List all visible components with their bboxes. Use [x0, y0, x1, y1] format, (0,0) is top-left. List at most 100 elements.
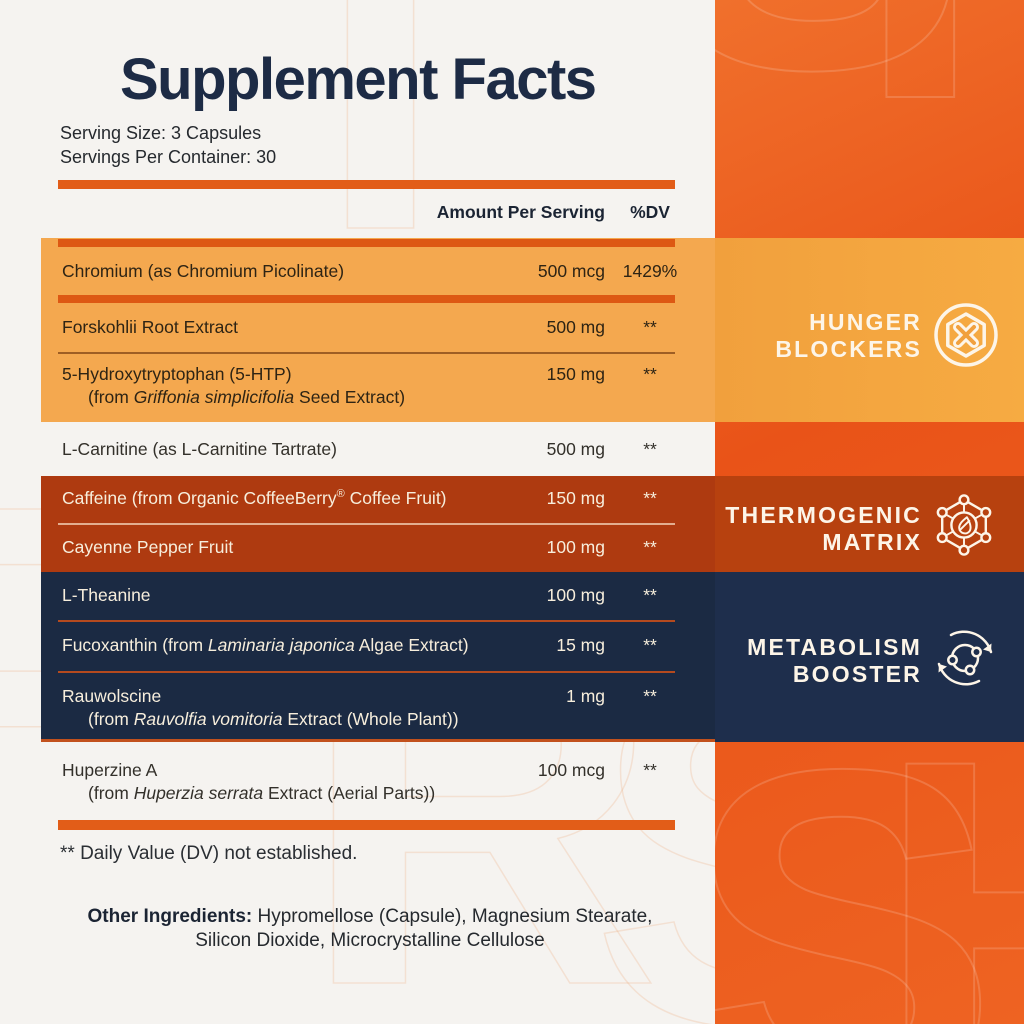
- ingredient-source: (from Rauvolfia vomitoria Extract (Whole…: [88, 709, 508, 730]
- amount-per-serving: 150 mg: [546, 488, 605, 508]
- ingredient-text: Cayenne Pepper Fruit: [62, 537, 234, 557]
- divider: [58, 295, 675, 303]
- metabolism-booster-band: [41, 572, 1024, 742]
- ingredient-text: L-Carnitine (as L-Carnitine Tartrate): [62, 439, 337, 459]
- botanical-name: Huperzia serrata: [133, 783, 264, 803]
- header-rule: [58, 180, 675, 189]
- molecule-matrix-icon: [936, 494, 992, 556]
- ingredient-text: Fucoxanthin (from: [62, 635, 208, 655]
- divider: [58, 671, 675, 673]
- ingredient-name: Fucoxanthin (from Laminaria japonica Alg…: [62, 635, 482, 656]
- column-header-amount: Amount Per Serving: [436, 202, 605, 222]
- servings-per-container: Servings Per Container: 30: [60, 147, 277, 167]
- section-line: HUNGER: [809, 309, 922, 335]
- column-header-dv: %DV: [630, 202, 670, 222]
- divider: [58, 239, 675, 247]
- section-title-hunger-blockers: HUNGER BLOCKERS: [775, 309, 922, 363]
- ingredient-text: Rauwolscine: [62, 686, 162, 706]
- ingredient-text: L-Theanine: [62, 585, 151, 605]
- ingredient-name: L-Carnitine (as L-Carnitine Tartrate): [62, 439, 447, 460]
- page-title: Supplement Facts: [120, 47, 597, 112]
- table-row: Caffeine (from Organic CoffeeBerry® Coff…: [0, 488, 715, 512]
- daily-value: **: [643, 488, 657, 508]
- footer-rule: [58, 820, 675, 830]
- ingredient-text: Forskohlii Root Extract: [62, 317, 239, 337]
- amount-per-serving: 100 mg: [546, 585, 605, 605]
- ingredient-text: Chromium (as Chromium Picolinate): [62, 261, 345, 281]
- daily-value: **: [643, 439, 657, 459]
- table-row: L-Carnitine (as L-Carnitine Tartrate) 50…: [0, 439, 715, 463]
- cycle-arrows-icon: [937, 630, 993, 686]
- band-bottom-rule: [41, 739, 715, 742]
- section-title-metabolism-booster: METABOLISM BOOSTER: [747, 634, 922, 688]
- other-ingredients-label: Other Ingredients:: [87, 906, 253, 927]
- divider: [58, 620, 675, 622]
- source-text: Seed Extract): [294, 387, 406, 407]
- daily-value: **: [643, 635, 657, 655]
- ingredient-name: Cayenne Pepper Fruit: [62, 537, 447, 558]
- table-row: Huperzine A (from Huperzia serrata Extra…: [0, 760, 715, 803]
- table-row: 5-Hydroxytryptophan (5-HTP) (from Griffo…: [0, 364, 715, 407]
- source-text: (from: [88, 387, 134, 407]
- daily-value: 1429%: [622, 261, 678, 281]
- amount-per-serving: 500 mcg: [537, 261, 605, 281]
- section-line: BOOSTER: [792, 661, 922, 687]
- daily-value: **: [643, 585, 657, 605]
- table-row: L-Theanine 100 mg **: [0, 585, 715, 609]
- serving-size: Serving Size: 3 Capsules: [60, 123, 262, 143]
- ingredient-name: Rauwolscine: [62, 686, 447, 707]
- hunger-blockers-band: [41, 238, 1024, 422]
- botanical-name: Rauvolfia vomitoria: [133, 709, 283, 729]
- section-line: THERMOGENIC: [725, 502, 922, 528]
- amount-per-serving: 100 mcg: [537, 760, 605, 780]
- daily-value: **: [643, 760, 657, 780]
- source-text: Extract (Whole Plant)): [282, 709, 459, 729]
- ingredient-text: Caffeine (from Organic CoffeeBerry: [62, 488, 337, 508]
- section-line: BLOCKERS: [775, 336, 922, 362]
- table-row: Fucoxanthin (from Laminaria japonica Alg…: [0, 635, 715, 659]
- amount-per-serving: 15 mg: [556, 635, 605, 655]
- botanical-name: Laminaria japonica: [207, 635, 355, 655]
- daily-value: **: [643, 364, 657, 384]
- ingredient-name: L-Theanine: [62, 585, 447, 606]
- section-title-thermogenic-matrix: THERMOGENIC MATRIX: [725, 502, 922, 556]
- amount-per-serving: 500 mg: [546, 439, 605, 459]
- table-row: Chromium (as Chromium Picolinate) 500 mc…: [0, 261, 715, 285]
- watermark-letter: H: [854, 0, 1024, 171]
- ingredient-name: Forskohlii Root Extract: [62, 317, 447, 338]
- ingredient-source: (from Huperzia serrata Extract (Aerial P…: [88, 783, 508, 804]
- ingredient-text: Huperzine A: [62, 760, 158, 780]
- table-row: Forskohlii Root Extract 500 mg **: [0, 317, 715, 341]
- ingredient-name: 5-Hydroxytryptophan (5-HTP): [62, 364, 447, 385]
- other-ingredients-list: Hypromellose (Capsule), Magnesium Steara…: [195, 906, 653, 951]
- registered-mark: ®: [336, 488, 345, 501]
- hexagon-x-icon: [934, 303, 998, 367]
- ingredient-text: Algae Extract): [354, 635, 469, 655]
- table-row: Cayenne Pepper Fruit 100 mg **: [0, 537, 715, 561]
- ingredient-source: (from Griffonia simplicifolia Seed Extra…: [88, 387, 508, 408]
- divider: [58, 523, 675, 525]
- watermark-letter: S: [715, 0, 969, 141]
- section-line: MATRIX: [822, 529, 922, 555]
- other-ingredients: Other Ingredients: Hypromellose (Capsule…: [70, 905, 670, 953]
- daily-value: **: [643, 686, 657, 706]
- amount-per-serving: 150 mg: [546, 364, 605, 384]
- ingredient-name: Chromium (as Chromium Picolinate): [62, 261, 447, 282]
- source-text: (from: [88, 783, 134, 803]
- ingredient-text: 5-Hydroxytryptophan (5-HTP): [62, 364, 292, 384]
- watermark-letter: S: [715, 672, 999, 1024]
- daily-value: **: [643, 537, 657, 557]
- source-text: Extract (Aerial Parts)): [263, 783, 436, 803]
- ingredient-text: Coffee Fruit): [344, 488, 447, 508]
- daily-value: **: [643, 317, 657, 337]
- amount-per-serving: 500 mg: [546, 317, 605, 337]
- amount-per-serving: 1 mg: [566, 686, 605, 706]
- ingredient-name: Huperzine A: [62, 760, 447, 781]
- ingredient-name: Caffeine (from Organic CoffeeBerry® Coff…: [62, 488, 482, 509]
- amount-per-serving: 100 mg: [546, 537, 605, 557]
- botanical-name: Griffonia simplicifolia: [133, 387, 295, 407]
- daily-value-footnote: ** Daily Value (DV) not established.: [60, 843, 358, 864]
- divider: [58, 352, 675, 354]
- source-text: (from: [88, 709, 134, 729]
